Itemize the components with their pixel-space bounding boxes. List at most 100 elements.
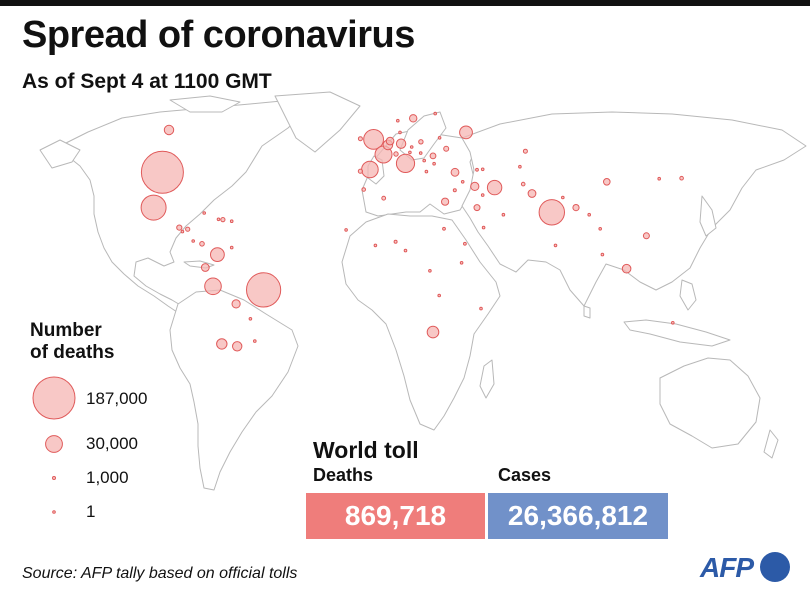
legend-label-1: 1	[86, 502, 96, 521]
bubble-portugal	[357, 168, 363, 174]
bubble-philippines	[642, 232, 650, 240]
legend-circle-30000	[45, 435, 63, 453]
sri-lanka-land	[583, 305, 591, 319]
bubble-thailand	[598, 227, 603, 231]
bubble-dr-congo	[428, 269, 432, 273]
legend-title: Number of deaths	[30, 320, 150, 364]
bubble-malaysia	[600, 252, 605, 257]
bubble-denmark	[398, 130, 402, 135]
bubble-israel	[452, 188, 457, 193]
bubble-germany	[395, 138, 407, 149]
legend-label-30000: 30,000	[86, 434, 138, 453]
bubble-morocco	[361, 187, 367, 192]
bubble-paraguay	[248, 317, 253, 321]
deaths-value-box: 869,718	[306, 493, 485, 539]
bubble-uzbekistan	[518, 164, 522, 169]
bubble-senegal	[344, 228, 348, 232]
australia-land	[659, 357, 761, 449]
bubble-cuba	[202, 211, 206, 215]
bubble-bulgaria	[432, 161, 436, 166]
bubble-sweden	[409, 114, 418, 123]
bubble-kuwait	[480, 193, 485, 197]
madagascar-land	[479, 359, 495, 399]
bubble-bangladesh	[572, 204, 580, 212]
bubble-china	[603, 178, 611, 186]
bubble-iraq	[470, 181, 480, 191]
bubble-belarus	[437, 136, 442, 140]
bubble-saudi-arabia	[473, 204, 481, 212]
bubble-ghana	[373, 243, 378, 248]
bubble-uruguay	[253, 339, 257, 343]
cases-value: 26,366,812	[507, 500, 649, 531]
bubble-indonesia	[621, 263, 632, 274]
bubble-serbia	[422, 158, 427, 163]
bubble-peru	[204, 277, 222, 296]
bubble-romania	[429, 152, 437, 160]
bubble-switzerland	[393, 151, 399, 157]
bubble-colombia	[210, 247, 225, 263]
philippines-land	[679, 279, 697, 311]
bubble-ecuador	[200, 263, 210, 272]
afp-logo: AFP	[700, 552, 754, 583]
bubble-austria	[408, 150, 412, 155]
chart-subtitle: As of Sept 4 at 1100 GMT	[22, 70, 272, 93]
bubble-brazil	[246, 272, 282, 308]
greenland-land	[274, 91, 361, 153]
legend-circle-187000	[32, 376, 76, 420]
canada-islands-land	[169, 95, 241, 113]
bubble-ukraine	[443, 145, 450, 152]
bubble-myanmar	[587, 212, 592, 217]
afp-globe-icon	[760, 552, 790, 582]
legend-circle-1000	[52, 476, 56, 480]
deaths-label: Deaths	[313, 465, 374, 485]
bubble-turkey	[450, 167, 460, 177]
bubble-nepal	[561, 195, 565, 200]
legend-label-1000: 1,000	[86, 468, 129, 487]
south-america-land	[169, 289, 299, 491]
chart-title: Spread of coronavirus	[22, 14, 415, 56]
bubble-czech-republic	[409, 145, 414, 149]
bubble-cameroon	[403, 248, 408, 253]
bubble-haiti	[216, 217, 221, 222]
cases-value-box: 26,366,812	[488, 493, 668, 539]
bubble-norway	[396, 118, 400, 123]
asia-land	[461, 111, 807, 307]
bubble-oman	[501, 212, 506, 217]
bubble-ireland	[357, 136, 363, 142]
bubble-sri-lanka	[553, 243, 558, 248]
bubble-armenia	[475, 167, 479, 172]
bubble-spain	[361, 160, 379, 179]
bubble-poland	[418, 139, 424, 145]
japan-land	[699, 195, 717, 237]
bubble-chile	[216, 338, 228, 350]
death-bubbles	[140, 111, 684, 352]
bubble-venezuela	[229, 245, 234, 250]
bubble-india	[538, 199, 565, 226]
bubble-dominican-republic	[220, 217, 226, 223]
deaths-value: 869,718	[344, 500, 447, 531]
bubble-united-states	[140, 150, 184, 194]
bubble-panama	[199, 241, 205, 247]
bubble-azerbaijan	[480, 167, 485, 172]
bubble-afghanistan	[520, 181, 526, 187]
bubble-finland	[433, 111, 438, 116]
bubble-madagascar	[479, 306, 483, 311]
new-zealand-land	[763, 429, 779, 459]
bubble-yemen	[481, 225, 486, 230]
bubble-pakistan	[527, 189, 537, 198]
bubble-south-korea	[657, 176, 662, 181]
bubble-sudan	[442, 226, 446, 231]
bubble-australia	[671, 321, 675, 325]
bubble-ethiopia	[463, 241, 467, 246]
legend-label-187000: 187,000	[86, 389, 148, 408]
bubble-syria	[460, 180, 465, 184]
source-note: Source: AFP tally based on official toll…	[22, 565, 298, 582]
legend-circles	[32, 376, 76, 514]
bubble-honduras	[185, 226, 191, 232]
world-toll-title: World toll	[313, 437, 419, 463]
indonesia-land	[623, 319, 731, 347]
bubble-russia	[459, 125, 473, 140]
bubble-costa-rica	[191, 239, 195, 243]
alaska-land	[39, 139, 81, 169]
